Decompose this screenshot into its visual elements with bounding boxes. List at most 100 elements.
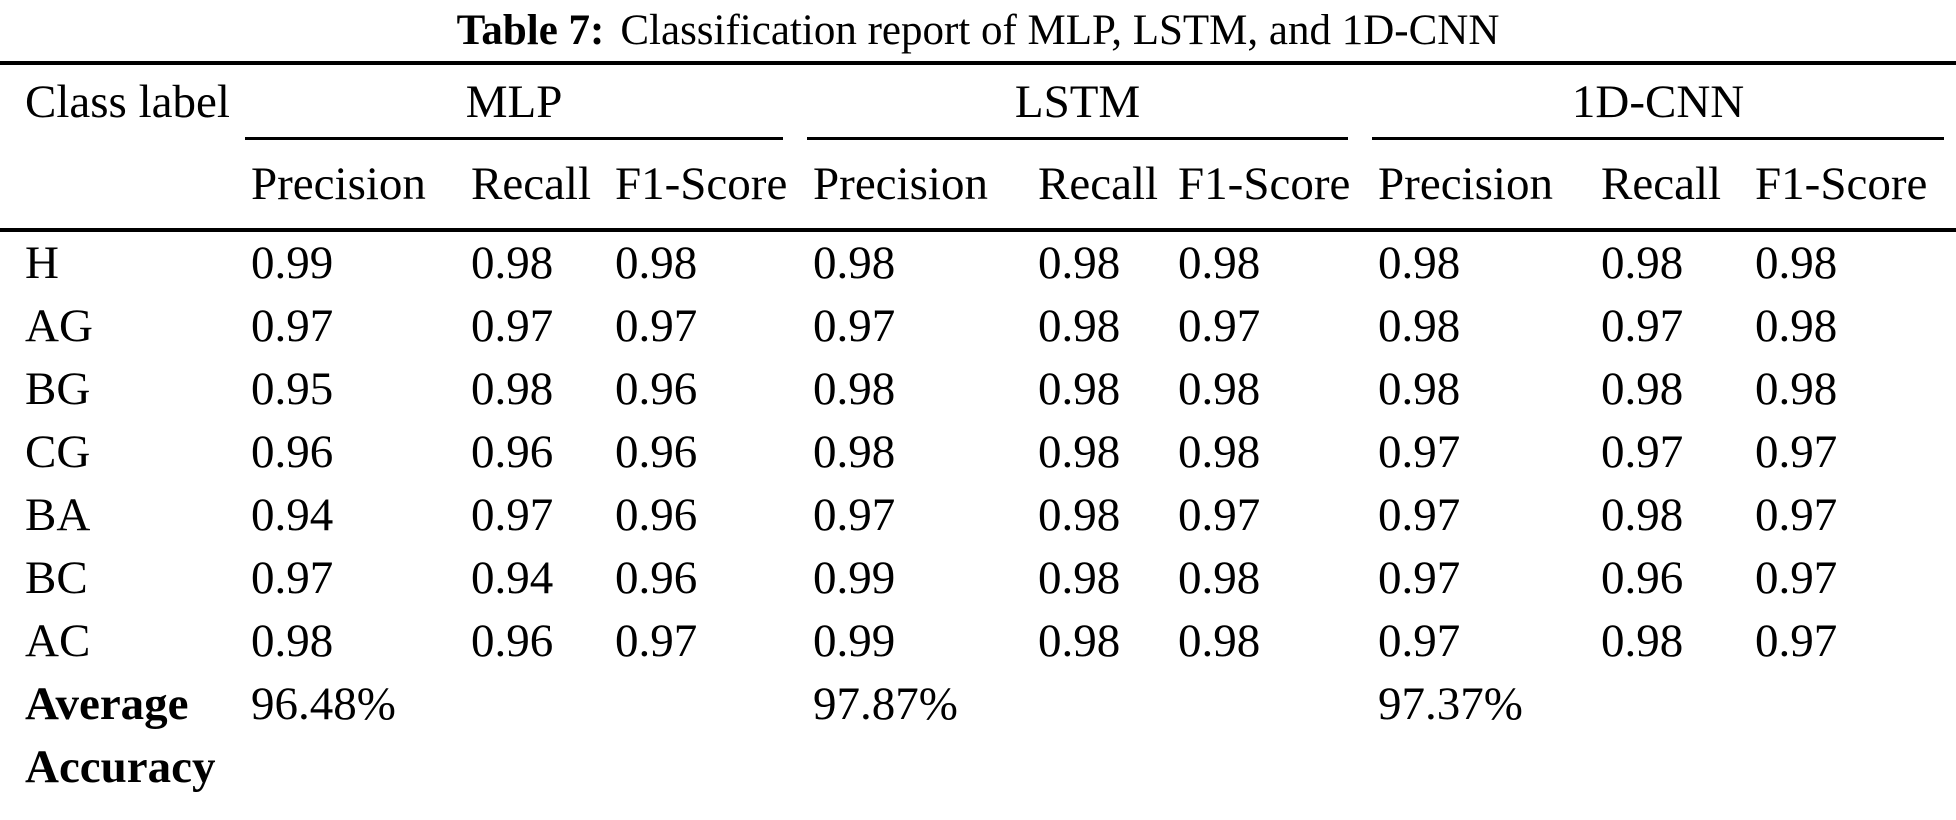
metric-value-cell: 0.94 xyxy=(251,489,334,541)
metric-value-cell: 0.97 xyxy=(813,300,896,352)
row-label: AG xyxy=(25,300,93,352)
metric-value-cell: 0.98 xyxy=(471,363,554,415)
metric-value-cell: 0.96 xyxy=(615,363,698,415)
table-row: CG 0.96 0.96 0.96 0.98 0.98 0.98 0.97 0.… xyxy=(0,421,1956,484)
metric-value-cell: 0.98 xyxy=(1038,615,1121,667)
group-header-cnn-label: 1D-CNN xyxy=(1571,76,1745,128)
metric-header-f1score: F1-Score xyxy=(1737,140,1956,232)
mlp-group-underline xyxy=(245,137,784,140)
metric-value-cell: 0.99 xyxy=(813,615,896,667)
group-header-mlp-label: MLP xyxy=(465,76,563,128)
metric-value-cell: 0.98 xyxy=(1038,300,1121,352)
group-header-lstm-label: LSTM xyxy=(1014,76,1141,128)
metric-value-cell: 0.98 xyxy=(1601,363,1684,415)
metric-value-cell: 0.98 xyxy=(1178,237,1261,289)
metric-value-cell: 0.97 xyxy=(251,300,334,352)
metric-header-recall: Recall xyxy=(453,140,597,232)
metric-value-cell: 0.98 xyxy=(1178,426,1261,478)
table-caption-text: Classification report of MLP, LSTM, and … xyxy=(620,7,1500,54)
table-row: BA 0.94 0.97 0.96 0.97 0.98 0.97 0.97 0.… xyxy=(0,484,1956,547)
metric-value-cell: 0.98 xyxy=(1378,300,1461,352)
empty-header-cell xyxy=(0,140,233,232)
metric-value-cell: 0.98 xyxy=(1601,489,1684,541)
metric-value-cell: 0.98 xyxy=(1378,363,1461,415)
metric-header-f1score: F1-Score xyxy=(1160,140,1361,232)
table-row: H 0.99 0.98 0.98 0.98 0.98 0.98 0.98 0.9… xyxy=(0,230,1956,295)
average-accuracy-label-line2: Accuracy xyxy=(25,741,216,793)
metric-value-cell: 0.98 xyxy=(1038,552,1121,604)
metric-value-cell: 0.98 xyxy=(1038,489,1121,541)
metric-value-cell: 0.96 xyxy=(471,426,554,478)
metric-value-cell: 0.97 xyxy=(1755,615,1838,667)
metric-value-cell: 0.97 xyxy=(251,552,334,604)
row-label: BG xyxy=(25,363,91,415)
metric-value-cell: 0.97 xyxy=(1378,426,1461,478)
metric-value-cell: 0.98 xyxy=(1378,237,1461,289)
metric-value-cell: 0.96 xyxy=(615,552,698,604)
empty-cell xyxy=(1020,673,1160,820)
metric-value-cell: 0.97 xyxy=(813,489,896,541)
metric-value-cell: 0.97 xyxy=(1178,489,1261,541)
metric-value-cell: 0.99 xyxy=(813,552,896,604)
table-caption-label: Table 7: xyxy=(456,7,605,54)
empty-cell xyxy=(1583,673,1737,820)
average-accuracy-cnn: 97.37% xyxy=(1378,678,1523,730)
metric-value-cell: 0.97 xyxy=(1755,552,1838,604)
metric-header-f1score: F1-Score xyxy=(597,140,796,232)
cnn-group-underline xyxy=(1372,137,1945,140)
metric-value-cell: 0.98 xyxy=(813,237,896,289)
metric-value-cell: 0.97 xyxy=(1378,489,1461,541)
metric-value-cell: 0.98 xyxy=(1038,363,1121,415)
average-accuracy-label-line1: Average xyxy=(25,678,189,730)
average-accuracy-label: Average Accuracy xyxy=(0,673,233,820)
table-row: BG 0.95 0.98 0.96 0.98 0.98 0.98 0.98 0.… xyxy=(0,358,1956,421)
metric-value-cell: 0.98 xyxy=(1178,363,1261,415)
metric-header-row: Precision Recall F1-Score Precision Reca… xyxy=(0,140,1956,232)
empty-cell xyxy=(1737,673,1956,820)
metric-value-cell: 0.96 xyxy=(251,426,334,478)
metric-value-cell: 0.98 xyxy=(615,237,698,289)
metric-header-precision: Precision xyxy=(233,140,453,232)
table-row: BC 0.97 0.94 0.96 0.99 0.98 0.98 0.97 0.… xyxy=(0,547,1956,610)
metric-value-cell: 0.97 xyxy=(1178,300,1261,352)
metric-header-precision: Precision xyxy=(1360,140,1584,232)
metric-value-cell: 0.98 xyxy=(1178,552,1261,604)
metric-value-cell: 0.98 xyxy=(1601,615,1684,667)
metric-value-cell: 0.97 xyxy=(1378,615,1461,667)
table-caption: Table 7: Classification report of MLP, LS… xyxy=(0,0,1956,61)
empty-cell xyxy=(597,673,795,820)
metric-value-cell: 0.98 xyxy=(1755,237,1838,289)
classification-report-table: Class label MLP LSTM 1D-CNN Precision Re… xyxy=(0,61,1956,820)
empty-cell xyxy=(1160,673,1360,820)
group-header-lstm: LSTM xyxy=(795,63,1360,140)
lstm-group-underline xyxy=(807,137,1349,140)
metric-value-cell: 0.99 xyxy=(251,237,334,289)
metric-value-cell: 0.98 xyxy=(471,237,554,289)
metric-value-cell: 0.96 xyxy=(471,615,554,667)
table-row: AG 0.97 0.97 0.97 0.97 0.98 0.97 0.98 0.… xyxy=(0,295,1956,358)
metric-value-cell: 0.97 xyxy=(471,300,554,352)
metric-value-cell: 0.98 xyxy=(251,615,334,667)
average-accuracy-lstm: 97.87% xyxy=(813,678,958,730)
metric-value-cell: 0.97 xyxy=(615,615,698,667)
table-row: AC 0.98 0.96 0.97 0.99 0.98 0.98 0.97 0.… xyxy=(0,610,1956,673)
metric-value-cell: 0.98 xyxy=(813,426,896,478)
row-label: AC xyxy=(25,615,91,667)
average-accuracy-mlp: 96.48% xyxy=(251,678,396,730)
metric-header-recall: Recall xyxy=(1020,140,1161,232)
metric-value-cell: 0.97 xyxy=(1755,426,1838,478)
metric-value-cell: 0.98 xyxy=(1038,426,1121,478)
row-label: CG xyxy=(25,426,91,478)
metric-value-cell: 0.97 xyxy=(1378,552,1461,604)
row-label: BA xyxy=(25,489,91,541)
average-accuracy-row: Average Accuracy 96.48% 97.87% 97.37% xyxy=(0,673,1956,820)
row-label: BC xyxy=(25,552,88,604)
group-header-cnn: 1D-CNN xyxy=(1360,63,1956,140)
row-label: H xyxy=(25,237,59,289)
class-label-header: Class label xyxy=(25,76,230,128)
group-header-mlp: MLP xyxy=(233,63,795,140)
metric-value-cell: 0.97 xyxy=(1601,300,1684,352)
group-header-row: Class label MLP LSTM 1D-CNN xyxy=(0,63,1956,140)
metric-value-cell: 0.97 xyxy=(471,489,554,541)
metric-value-cell: 0.98 xyxy=(813,363,896,415)
